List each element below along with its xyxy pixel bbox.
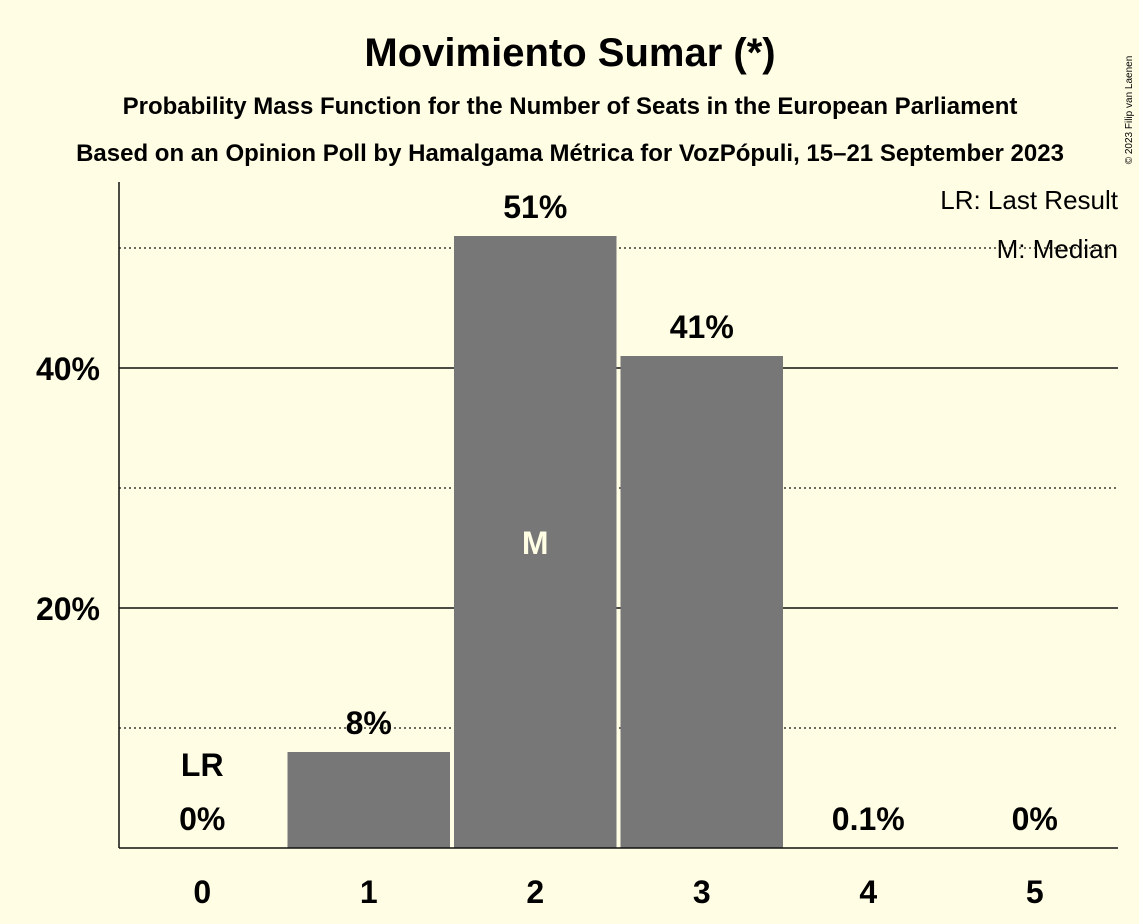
data-label-0: 0% bbox=[179, 801, 225, 837]
axes bbox=[118, 182, 1118, 849]
last-result-marker: LR bbox=[181, 747, 224, 783]
x-tick-label-5: 5 bbox=[1026, 874, 1044, 910]
y-tick-label: 40% bbox=[36, 351, 100, 387]
x-tick-label-1: 1 bbox=[360, 874, 378, 910]
x-tick-label-4: 4 bbox=[859, 874, 877, 910]
grid-lines bbox=[119, 247, 1118, 729]
x-tick-label-0: 0 bbox=[193, 874, 211, 910]
chart-subtitle-1: Probability Mass Function for the Number… bbox=[123, 93, 1018, 120]
median-marker: M bbox=[522, 525, 549, 561]
x-tick-label-2: 2 bbox=[526, 874, 544, 910]
legend-median: M: Median bbox=[997, 234, 1118, 264]
chart-subtitle-2: Based on an Opinion Poll by Hamalgama Mé… bbox=[76, 140, 1064, 167]
bars bbox=[287, 236, 783, 848]
x-tick-label-3: 3 bbox=[693, 874, 711, 910]
data-label-2: 51% bbox=[503, 189, 567, 225]
data-label-3: 41% bbox=[670, 309, 734, 345]
data-label-5: 0% bbox=[1012, 801, 1058, 837]
bar-3 bbox=[620, 356, 783, 848]
y-tick-label: 20% bbox=[36, 591, 100, 627]
bar-2 bbox=[454, 236, 617, 848]
x-tick-labels: 0 1 2 3 4 5 bbox=[193, 874, 1043, 910]
legend-last-result: LR: Last Result bbox=[940, 185, 1119, 215]
data-labels: 0% LR 8% 51% M 41% 0.1% 0% bbox=[179, 189, 1058, 837]
bar-1 bbox=[287, 752, 450, 848]
y-tick-labels: 20% 40% bbox=[36, 351, 100, 627]
chart-title: Movimiento Sumar (*) bbox=[364, 31, 775, 75]
data-label-4: 0.1% bbox=[832, 801, 905, 837]
data-label-1: 8% bbox=[346, 705, 392, 741]
copyright-note: © 2023 Filip van Laenen bbox=[1124, 56, 1135, 165]
